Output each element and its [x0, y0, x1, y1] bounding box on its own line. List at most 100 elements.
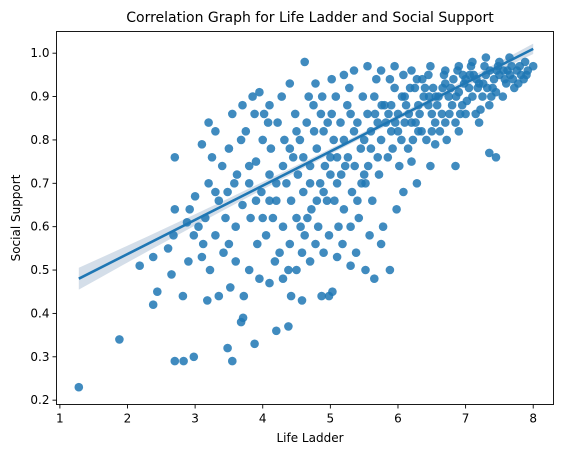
scatter-point	[246, 213, 255, 223]
scatter-point	[258, 135, 268, 145]
scatter-point	[498, 92, 508, 101]
scatter-point	[485, 148, 494, 158]
scatter-point	[432, 100, 442, 110]
scatter-point	[284, 265, 293, 275]
scatter-point	[363, 61, 372, 71]
scatter-point	[292, 213, 301, 223]
scatter-point	[255, 274, 264, 284]
scatter-point	[476, 105, 485, 114]
scatter-point	[312, 196, 322, 205]
scatter-point	[224, 144, 234, 153]
scatter-point	[295, 135, 305, 145]
scatter-point	[204, 118, 213, 127]
scatter-point	[244, 265, 254, 275]
scatter-point	[339, 70, 349, 80]
scatter-point	[326, 153, 335, 162]
scatter-point	[462, 96, 472, 106]
scatter-point	[445, 109, 454, 119]
scatter-point	[167, 270, 176, 279]
scatter-point	[231, 222, 240, 231]
scatter-point	[388, 144, 397, 153]
scatter-point	[328, 287, 337, 297]
scatter-point	[373, 153, 383, 162]
scatter-point	[403, 144, 413, 153]
scatter-point	[392, 205, 401, 214]
scatter-point	[280, 135, 289, 145]
scatter-point	[299, 153, 308, 162]
scatter-point	[478, 79, 488, 88]
scatter-point	[170, 153, 180, 162]
scatter-point	[481, 53, 491, 62]
scatter-point	[257, 187, 266, 197]
scatter-point	[312, 144, 322, 153]
scatter-point	[383, 153, 393, 162]
scatter-point	[332, 252, 342, 262]
scatter-point	[359, 135, 369, 145]
scatter-point	[385, 265, 395, 275]
scatter-point	[356, 144, 366, 153]
scatter-point	[332, 153, 342, 162]
scatter-point	[231, 257, 240, 266]
scatter-point	[203, 296, 212, 305]
x-tick-label: 3	[191, 412, 199, 426]
scatter-point	[211, 127, 220, 136]
scatter-point	[261, 231, 271, 240]
scatter-point	[386, 127, 396, 136]
scatter-point	[414, 127, 423, 136]
scatter-point	[491, 153, 501, 162]
scatter-point	[170, 356, 180, 366]
scatter-point	[311, 239, 320, 249]
y-tick-label: 0.4	[30, 306, 49, 320]
scatter-point	[384, 109, 393, 119]
scatter-point	[520, 57, 530, 67]
scatter-point	[275, 248, 284, 257]
scatter-point	[232, 170, 242, 179]
scatter-point	[292, 127, 301, 136]
y-axis-ticks: 0.2 0.3 0.4 0.5 0.6 0.7 0.8 0.9 1.0	[30, 46, 57, 407]
scatter-point	[248, 92, 257, 101]
scatter-point	[205, 265, 215, 275]
scatter-point	[451, 92, 461, 101]
scatter-point	[319, 127, 328, 136]
scatter-point	[399, 70, 408, 80]
scatter-point	[303, 213, 312, 223]
scatter-point	[363, 161, 373, 171]
scatter-point	[499, 66, 508, 75]
scatter-point	[179, 356, 188, 366]
scatter-point	[370, 274, 379, 284]
scatter-point	[258, 213, 268, 223]
scatter-point	[290, 109, 300, 119]
regression-line-layer	[78, 47, 534, 280]
scatter-point	[285, 239, 295, 249]
scatter-point	[223, 187, 232, 197]
scatter-point	[244, 161, 254, 171]
scatter-point	[214, 196, 224, 205]
scatter-point	[418, 74, 427, 84]
scatter-point	[148, 252, 158, 262]
scatter-point	[228, 356, 237, 366]
x-tick-label: 1	[56, 412, 64, 426]
scatter-point	[320, 161, 330, 171]
scatter-point	[424, 92, 434, 101]
y-tick-label: 0.2	[30, 393, 49, 407]
scatter-point	[239, 291, 249, 301]
x-tick-label: 7	[462, 412, 470, 426]
scatter-point	[441, 118, 450, 127]
scatter-point	[317, 92, 327, 101]
scatter-point	[307, 205, 316, 214]
scatter-point	[184, 257, 193, 266]
scatter-point	[449, 74, 458, 84]
scatter-point	[219, 248, 228, 257]
scatter-point	[374, 170, 384, 179]
scatter-point	[178, 291, 188, 301]
scatter-point	[272, 326, 281, 336]
scatter-point	[211, 187, 220, 197]
scatter-point	[302, 118, 312, 127]
scatter-point	[365, 231, 374, 240]
scatter-point	[265, 196, 274, 205]
scatter-point	[372, 74, 381, 84]
scatter-point	[461, 109, 470, 119]
scatter-point	[412, 179, 422, 188]
y-tick-label: 0.6	[30, 220, 49, 234]
scatter-point	[316, 109, 326, 119]
